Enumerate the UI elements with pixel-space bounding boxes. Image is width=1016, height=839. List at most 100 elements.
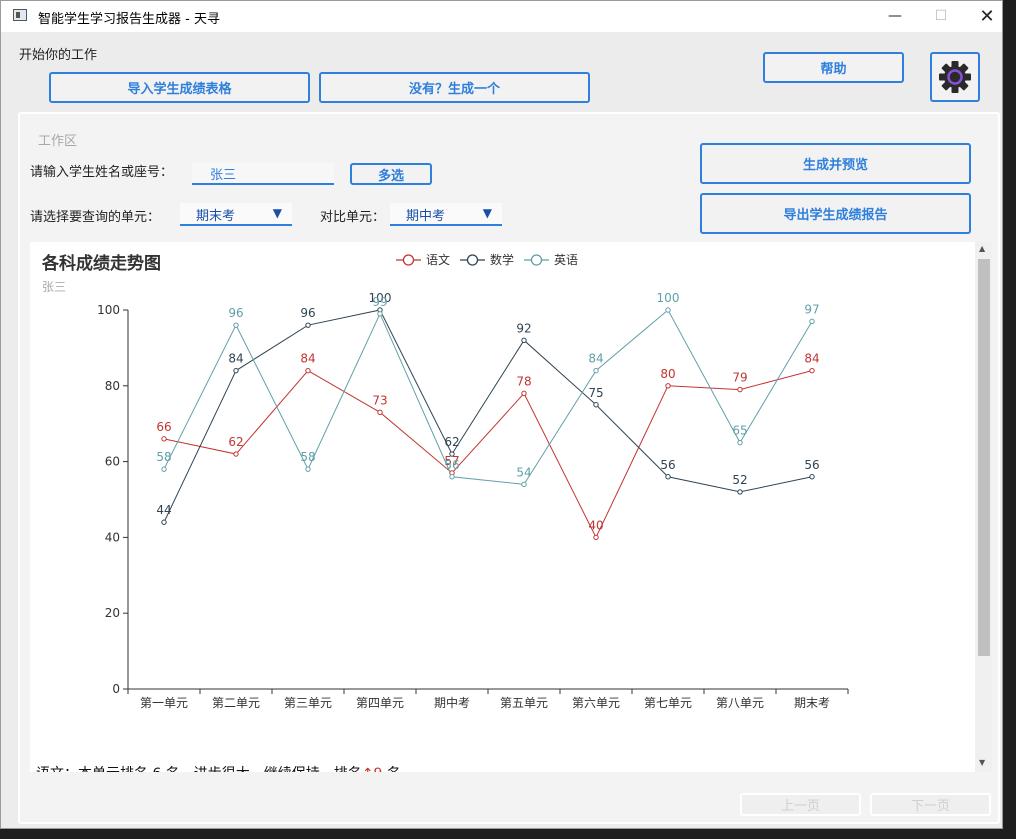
maximize-button[interactable]: ☐ <box>934 8 948 24</box>
legend-item[interactable]: 语文 <box>396 252 450 267</box>
y-tick-label: 0 <box>112 682 120 696</box>
dropdown-arrow-icon: ▼ <box>272 206 282 220</box>
app-window: 智能学生学习报告生成器 - 天寻 — ☐ ✕ 开始你的工作 导入学生成绩表格 没… <box>0 0 1003 829</box>
unit-select-label: 请选择要查询的单元： <box>30 210 161 225</box>
legend-label: 数学 <box>490 252 514 267</box>
x-tick-label: 第一单元 <box>140 696 188 710</box>
data-point <box>449 451 455 457</box>
data-point <box>809 318 815 325</box>
minimize-button[interactable]: — <box>888 8 902 24</box>
data-label: 54 <box>516 465 531 479</box>
legend-marker <box>466 254 479 266</box>
data-label: 96 <box>300 306 315 320</box>
x-tick-label: 期末考 <box>794 696 830 710</box>
multi-select-button[interactable]: 多选 <box>350 163 432 185</box>
data-point <box>161 466 167 472</box>
data-point <box>665 307 671 313</box>
data-label: 84 <box>804 352 819 366</box>
student-name-label: 请输入学生姓名或座号： <box>30 165 174 180</box>
dropdown-arrow-icon: ▼ <box>482 206 492 220</box>
data-label: 58 <box>300 450 315 464</box>
legend-item[interactable]: 英语 <box>524 253 578 267</box>
data-label: 78 <box>516 374 531 388</box>
data-label: 84 <box>588 352 603 366</box>
preview-scrollbar[interactable]: ▲ ▼ <box>975 242 992 772</box>
report-preview-area[interactable]: 各科成绩走势图 张三 语文 数学 英语 0 20 40 60 80 100 第一单元 第二单元 第三… <box>30 242 975 772</box>
data-label: 62 <box>228 435 243 449</box>
x-tick-label: 第六单元 <box>572 696 620 710</box>
start-section-label: 开始你的工作 <box>19 48 98 63</box>
data-label: 96 <box>228 306 243 320</box>
settings-button[interactable] <box>930 52 980 102</box>
y-tick-label: 40 <box>105 530 120 544</box>
summary-text-part2: 名 <box>382 766 401 772</box>
data-point <box>233 451 239 457</box>
generate-table-button[interactable]: 没有？生成一个 <box>319 72 590 103</box>
chart-title: 各科成绩走势图 <box>41 253 161 274</box>
scroll-down-icon[interactable]: ▼ <box>979 758 986 767</box>
generate-preview-button[interactable]: 生成并预览 <box>700 143 971 184</box>
data-point <box>521 390 527 397</box>
legend-marker <box>402 254 415 266</box>
data-point <box>593 367 599 374</box>
chart-axes: 0 20 40 60 80 100 第一单元 第二单元 第三单元 第四单元 期中考 第五单元 第六单元 第… <box>97 303 849 710</box>
y-tick-label: 80 <box>105 379 120 393</box>
data-point <box>521 337 527 344</box>
data-point <box>665 383 671 389</box>
chart-legend[interactable]: 语文 数学 英语 <box>396 252 578 267</box>
next-page-button[interactable]: 下一页 <box>870 793 991 816</box>
scroll-up-icon[interactable]: ▲ <box>979 244 986 253</box>
student-name-input[interactable]: 张三 <box>192 163 334 185</box>
student-name-value: 张三 <box>210 167 237 183</box>
x-tick-label: 第五单元 <box>500 696 548 710</box>
data-point <box>737 489 743 495</box>
score-trend-chart: 各科成绩走势图 张三 语文 数学 英语 0 20 40 60 80 100 第一单元 第二单元 第三… <box>41 252 849 710</box>
data-point <box>161 519 167 525</box>
data-point <box>377 409 383 416</box>
export-report-button[interactable]: 导出学生成绩报告 <box>700 193 971 234</box>
data-point <box>521 481 527 488</box>
x-tick-label: 期中考 <box>434 695 470 710</box>
import-scores-button[interactable]: 导入学生成绩表格 <box>49 72 310 103</box>
prev-page-button[interactable]: 上一页 <box>740 793 861 816</box>
data-label: 56 <box>444 458 459 472</box>
chart-subtitle: 张三 <box>42 280 66 294</box>
workspace-title: 工作区 <box>38 134 78 149</box>
data-point <box>305 322 311 328</box>
y-tick-label: 20 <box>105 606 120 620</box>
data-label: 100 <box>657 291 680 305</box>
close-button[interactable]: ✕ <box>979 6 995 27</box>
legend-item[interactable]: 数学 <box>460 252 514 267</box>
y-tick-label: 100 <box>97 303 120 317</box>
scrollbar-thumb[interactable] <box>978 259 990 656</box>
legend-label: 语文 <box>426 252 450 267</box>
x-tick-label: 第四单元 <box>356 696 404 710</box>
compare-unit-dropdown[interactable]: 期中考 ▼ <box>390 203 502 226</box>
data-label: 62 <box>444 435 459 449</box>
report-summary-text: 语文：本单元排名 6 名，进步很大，继续保持，排名↑9 名 <box>36 763 401 772</box>
data-label: 97 <box>804 302 819 316</box>
window-title: 智能学生学习报告生成器 - 天寻 <box>38 12 220 27</box>
data-point <box>233 367 239 374</box>
x-tick-label: 第七单元 <box>644 696 692 710</box>
data-label: 44 <box>156 503 171 517</box>
data-label: 56 <box>660 458 675 472</box>
series-line-0 <box>163 369 813 539</box>
data-label: 65 <box>732 424 747 438</box>
data-point <box>233 322 239 328</box>
data-label: 57 <box>444 454 459 468</box>
data-point <box>305 367 311 374</box>
title-bar: 智能学生学习报告生成器 - 天寻 — ☐ ✕ <box>1 1 1002 32</box>
data-point <box>593 534 599 541</box>
data-label: 56 <box>804 458 819 472</box>
data-label: 75 <box>588 386 603 400</box>
summary-rank-change: ↑9 <box>362 766 383 772</box>
help-button[interactable]: 帮助 <box>763 52 904 83</box>
unit-select-dropdown[interactable]: 期末考 ▼ <box>180 203 292 226</box>
summary-text-part1: 语文：本单元排名 6 名，进步很大，继续保持，排名 <box>36 766 362 772</box>
data-point <box>377 311 383 317</box>
y-tick-label: 60 <box>105 455 120 469</box>
compare-selected-value: 期中考 <box>406 209 446 224</box>
x-tick-label: 第三单元 <box>284 696 332 710</box>
data-label: 99 <box>372 295 387 309</box>
